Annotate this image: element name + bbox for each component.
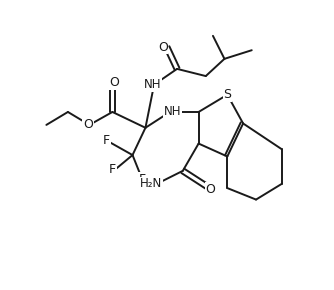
Text: O: O [158,41,168,54]
Text: NH: NH [164,106,181,119]
Text: F: F [103,134,110,147]
Text: O: O [205,183,215,196]
Text: F: F [109,163,116,176]
Text: F: F [139,173,146,186]
Text: O: O [109,76,119,89]
Text: NH: NH [144,78,161,91]
Text: H₂N: H₂N [140,177,162,190]
Text: O: O [83,118,93,131]
Text: S: S [223,88,231,101]
